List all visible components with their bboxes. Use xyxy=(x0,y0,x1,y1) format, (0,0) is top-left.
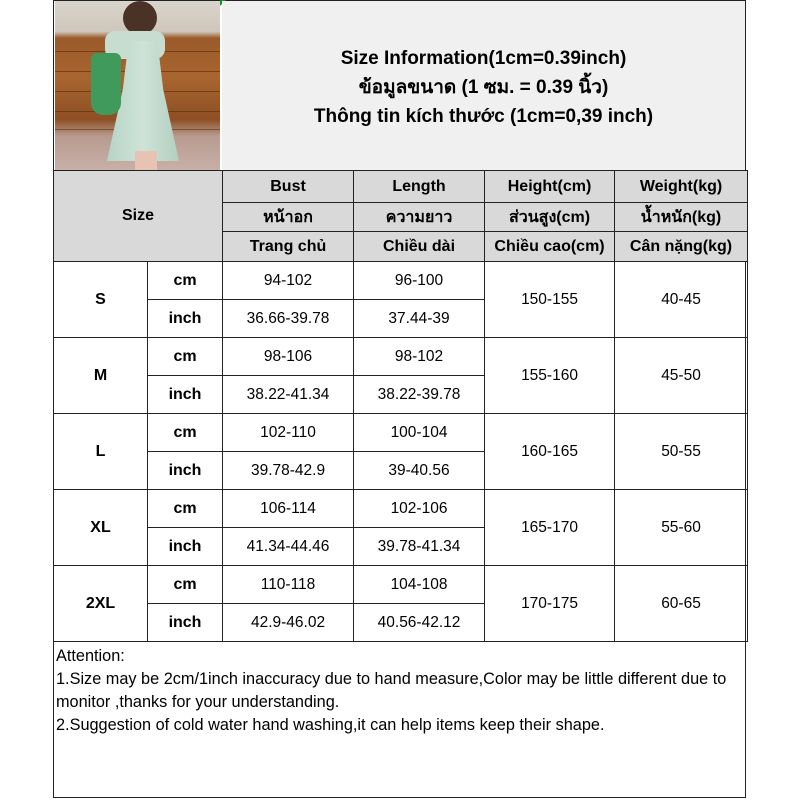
bust-cm-value: 102-110 xyxy=(222,413,355,452)
table-row: inch 41.34-44.46 39.78-41.34 xyxy=(54,527,748,566)
bust-cm-value: 106-114 xyxy=(222,489,355,528)
col-header-length-th: ความยาว xyxy=(353,202,486,232)
size-header: Size xyxy=(52,170,224,262)
length-inch-value: 39.78-41.34 xyxy=(353,527,486,566)
col-header-weight-th: น้ำหนัก(kg) xyxy=(614,202,749,232)
product-photo xyxy=(55,1,220,170)
unit-inch-label: inch xyxy=(146,527,224,566)
col-header-bust-vi: Trang chủ xyxy=(222,231,355,262)
length-cm-value: 104-108 xyxy=(353,565,486,604)
col-header-weight: Weight(kg) xyxy=(614,170,749,203)
size-info-heading: Size Information(1cm=0.39inch) ข้อมูลขนา… xyxy=(222,1,745,170)
length-inch-value: 40.56-42.12 xyxy=(353,603,486,642)
unit-cm-label: cm xyxy=(146,565,224,604)
weight-value: 55-60 xyxy=(614,489,749,566)
table-row: 2XL cm 110-118 104-108 170-175 60-65 xyxy=(53,565,749,642)
height-value: 165-170 xyxy=(484,489,616,566)
table-row: XL cm 106-114 102-106 165-170 55-60 xyxy=(53,489,749,566)
height-value: 155-160 xyxy=(484,337,616,414)
height-value: 170-175 xyxy=(484,565,616,642)
col-header-height: Height(cm) xyxy=(484,170,616,203)
bust-inch-value: 36.66-39.78 xyxy=(222,299,355,338)
length-inch-value: 38.22-39.78 xyxy=(353,375,486,414)
size-table: Size Bust Length Height(cm) Weight(kg) ห… xyxy=(52,170,749,642)
attention-heading: Attention: xyxy=(56,647,125,665)
bust-cm-value: 94-102 xyxy=(222,261,355,300)
bust-cm-value: 98-106 xyxy=(222,337,355,376)
table-row: inch 36.66-39.78 37.44-39 xyxy=(54,299,748,338)
weight-value: 50-55 xyxy=(614,413,749,490)
unit-inch-label: inch xyxy=(146,299,224,338)
unit-cm-label: cm xyxy=(146,413,224,452)
table-row: inch 38.22-41.34 38.22-39.78 xyxy=(54,375,748,414)
attention-line-2: 2.Suggestion of cold water hand washing,… xyxy=(56,716,605,734)
unit-inch-label: inch xyxy=(146,603,224,642)
col-header-bust: Bust xyxy=(222,170,355,203)
title-en: Size Information(1cm=0.39inch) xyxy=(340,48,627,69)
length-inch-value: 37.44-39 xyxy=(353,299,486,338)
attention-line-1: 1.Size may be 2cm/1inch inaccuracy due t… xyxy=(56,670,727,711)
unit-cm-label: cm xyxy=(146,489,224,528)
col-header-bust-th: หน้าอก xyxy=(222,202,355,232)
unit-inch-label: inch xyxy=(146,375,224,414)
title-th: ข้อมูลขนาด (1 ซม. = 0.39 นิ้ว) xyxy=(358,77,609,98)
weight-value: 45-50 xyxy=(614,337,749,414)
length-inch-value: 39-40.56 xyxy=(353,451,486,490)
col-header-length: Length xyxy=(353,170,486,203)
size-label: 2XL xyxy=(53,565,148,642)
length-cm-value: 96-100 xyxy=(353,261,486,300)
unit-inch-label: inch xyxy=(146,451,224,490)
size-label: M xyxy=(53,337,148,414)
length-cm-value: 102-106 xyxy=(353,489,486,528)
bust-inch-value: 42.9-46.02 xyxy=(222,603,355,642)
weight-value: 60-65 xyxy=(614,565,749,642)
height-value: 160-165 xyxy=(484,413,616,490)
size-label: L xyxy=(53,413,148,490)
col-header-height-th: ส่วนสูง(cm) xyxy=(484,202,616,232)
length-cm-value: 98-102 xyxy=(353,337,486,376)
col-header-weight-vi: Cân nặng(kg) xyxy=(614,231,749,262)
bust-inch-value: 39.78-42.9 xyxy=(222,451,355,490)
size-label: XL xyxy=(53,489,148,566)
bust-cm-value: 110-118 xyxy=(222,565,355,604)
length-cm-value: 100-104 xyxy=(353,413,486,452)
col-header-length-vi: Chiều dài xyxy=(353,231,486,262)
unit-cm-label: cm xyxy=(146,261,224,300)
size-label: S xyxy=(53,261,148,338)
table-row: inch 42.9-46.02 40.56-42.12 xyxy=(54,603,748,642)
height-value: 150-155 xyxy=(484,261,616,338)
col-header-height-vi: Chiều cao(cm) xyxy=(484,231,616,262)
weight-value: 40-45 xyxy=(614,261,749,338)
unit-cm-label: cm xyxy=(146,337,224,376)
attention-notes: Attention: 1.Size may be 2cm/1inch inacc… xyxy=(56,645,746,737)
title-vi: Thông tin kích thước (1cm=0,39 inch) xyxy=(313,106,654,127)
bust-inch-value: 38.22-41.34 xyxy=(222,375,355,414)
bust-inch-value: 41.34-44.46 xyxy=(222,527,355,566)
